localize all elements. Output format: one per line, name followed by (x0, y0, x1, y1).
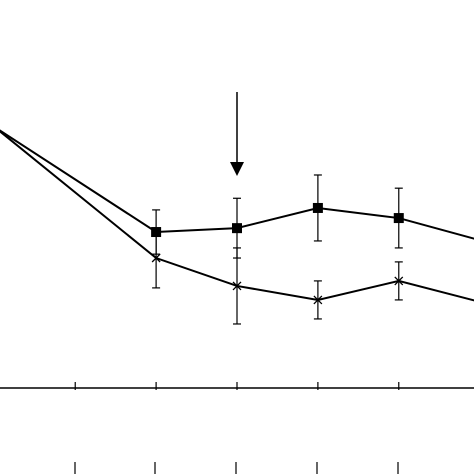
series-line (0, 129, 474, 240)
marker (232, 223, 242, 234)
series-line (0, 130, 474, 302)
marker (232, 281, 242, 291)
lower-panel-ticks (74, 462, 399, 474)
marker (393, 213, 404, 224)
arrow (230, 92, 244, 176)
marker (312, 202, 323, 213)
marker (151, 253, 161, 263)
marker (313, 295, 323, 305)
marker (394, 276, 404, 286)
